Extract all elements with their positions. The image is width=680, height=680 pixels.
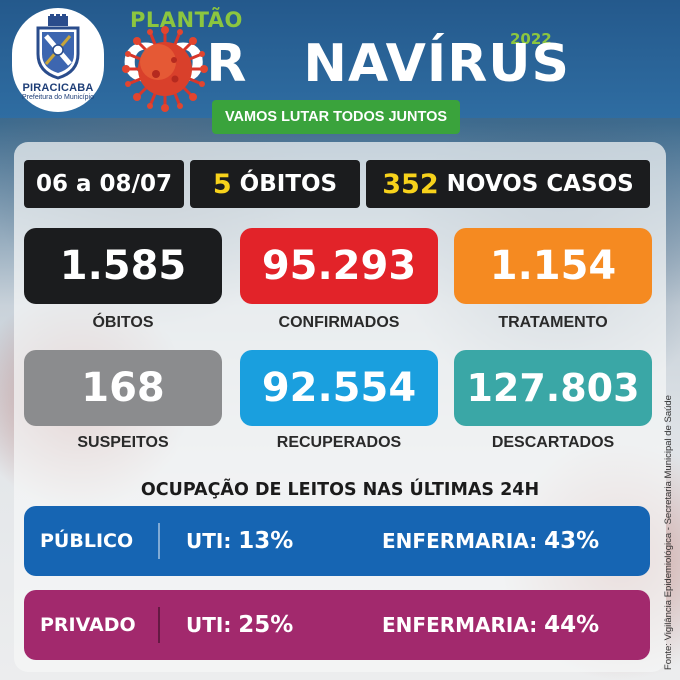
enfermaria-occupancy: ENFERMARIA: 43% (382, 506, 599, 576)
logo-name: PIRACICABA (22, 82, 94, 94)
row-divider (158, 523, 160, 559)
stat-label-suspeitos: SUSPEITOS (77, 434, 169, 451)
new-deaths-label: ÓBITOS (239, 171, 338, 197)
stat-card-suspeitos: 168 (24, 350, 222, 426)
stat-card-recuperados: 92.554 (240, 350, 438, 426)
uti-value: 25% (238, 612, 294, 638)
slogan-text: VAMOS LUTAR TODOS JUNTOS (224, 109, 448, 125)
new-cases-value: 352 (382, 168, 439, 200)
new-deaths-value: 5 (212, 168, 232, 200)
row-divider (158, 607, 160, 643)
virus-icon (122, 26, 208, 112)
header-banner (0, 0, 680, 118)
summary-deaths: 5 ÓBITOS (190, 160, 360, 208)
stat-label-confirmados: CONFIRMADOS (278, 314, 400, 331)
summary-new-cases: 352 NOVOS CASOS (366, 160, 650, 208)
beds-row-privado: PRIVADO UTI: 25% ENFERMARIA: 44% (24, 590, 650, 660)
uti-value: 13% (238, 528, 294, 554)
beds-row-name: PRIVADO (40, 614, 136, 636)
stat-card-descartados: 127.803 (454, 350, 652, 426)
period-text: 06 a 08/07 (36, 171, 172, 197)
summary-period: 06 a 08/07 (24, 160, 184, 208)
enfermaria-label: ENFERMARIA: (382, 613, 538, 637)
stat-label-recuperados: RECUPERADOS (276, 434, 402, 451)
source-note: Fonte: Vigilância Epidemiológica - Secre… (663, 395, 674, 670)
stat-label-obitos: ÓBITOS (92, 314, 154, 331)
year-text: 2022 (510, 30, 552, 48)
enfermaria-occupancy: ENFERMARIA: 44% (382, 590, 599, 660)
stat-card-obitos: 1.585 (24, 228, 222, 304)
uti-occupancy: UTI: 13% (186, 506, 293, 576)
beds-section-title: OCUPAÇÃO DE LEITOS NAS ÚLTIMAS 24H (140, 480, 540, 500)
stat-card-confirmados: 95.293 (240, 228, 438, 304)
stat-label-descartados: DESCARTADOS (491, 434, 615, 451)
enfermaria-value: 43% (544, 528, 600, 554)
beds-row-publico: PÚBLICO UTI: 13% ENFERMARIA: 43% (24, 506, 650, 576)
uti-label: UTI: (186, 529, 232, 553)
city-logo: PIRACICABA Prefeitura do Município (12, 8, 104, 112)
coat-of-arms-icon (36, 14, 80, 80)
kicker-text: PLANTÃO (130, 8, 243, 32)
new-cases-label: NOVOS CASOS (446, 171, 634, 197)
enfermaria-label: ENFERMARIA: (382, 529, 538, 553)
stat-label-tratamento: TRATAMENTO (498, 314, 608, 331)
stat-card-tratamento: 1.154 (454, 228, 652, 304)
slogan-banner: VAMOS LUTAR TODOS JUNTOS (212, 100, 460, 134)
logo-subtitle: Prefeitura do Município (22, 94, 94, 101)
uti-occupancy: UTI: 25% (186, 590, 293, 660)
beds-row-name: PÚBLICO (40, 530, 134, 552)
uti-label: UTI: (186, 613, 232, 637)
enfermaria-value: 44% (544, 612, 600, 638)
title-right: NAVÍRUS (303, 34, 570, 94)
